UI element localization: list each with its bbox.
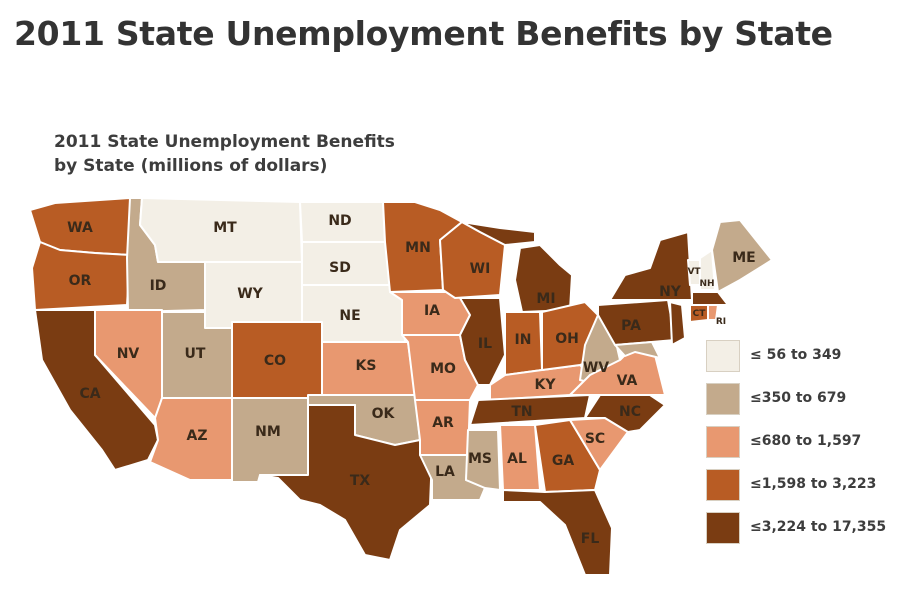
state-ma[interactable] <box>691 291 729 306</box>
label-ky: KY <box>535 377 557 393</box>
label-al: AL <box>507 451 527 467</box>
label-wa: WA <box>67 220 93 236</box>
label-ct: CT <box>693 309 707 319</box>
legend-swatch <box>706 426 740 458</box>
state-va[interactable] <box>569 344 666 396</box>
label-va: VA <box>617 373 638 389</box>
label-mn: MN <box>405 240 431 256</box>
label-me: ME <box>732 250 756 266</box>
legend-label: ≤680 to 1,597 <box>750 433 862 449</box>
label-wy: WY <box>237 286 263 302</box>
label-il: IL <box>478 336 492 352</box>
label-nd: ND <box>328 213 351 229</box>
label-tx: TX <box>350 473 371 489</box>
label-ca: CA <box>79 386 100 402</box>
label-vt: VT <box>687 267 701 277</box>
label-in: IN <box>515 332 532 348</box>
label-pa: PA <box>621 318 641 334</box>
state-md[interactable] <box>614 341 661 359</box>
page-title: 2011 State Unemployment Benefits by Stat… <box>14 14 833 53</box>
label-ia: IA <box>424 303 440 319</box>
state-ri[interactable] <box>707 304 719 321</box>
map-title-line-1: 2011 State Unemployment Benefits <box>54 132 395 152</box>
state-nh[interactable] <box>699 249 716 291</box>
label-nc: NC <box>619 404 641 420</box>
label-co: CO <box>264 353 286 369</box>
label-la: LA <box>435 464 455 480</box>
label-id: ID <box>150 278 167 294</box>
legend-swatch <box>706 469 740 501</box>
label-or: OR <box>69 273 92 289</box>
label-nm: NM <box>255 424 281 440</box>
legend-swatch <box>706 512 740 544</box>
label-ga: GA <box>552 453 574 469</box>
state-al[interactable] <box>499 424 541 491</box>
legend-label: ≤ 56 to 349 <box>750 347 842 363</box>
label-sc: SC <box>585 431 605 447</box>
label-mo: MO <box>430 361 456 377</box>
state-nm[interactable] <box>231 397 309 483</box>
label-ms: MS <box>468 451 492 467</box>
label-nh: NH <box>699 279 714 289</box>
legend-label: ≤1,598 to 3,223 <box>750 476 877 492</box>
state-fl[interactable] <box>502 489 613 576</box>
legend-label: ≤350 to 679 <box>750 390 847 406</box>
map-title-line-2: by State (millions of dollars) <box>54 156 328 176</box>
label-az: AZ <box>187 428 208 444</box>
state-ny[interactable] <box>609 231 693 301</box>
label-sd: SD <box>329 260 351 276</box>
legend-label: ≤3,224 to 17,355 <box>750 519 887 535</box>
state-il[interactable] <box>459 297 506 386</box>
label-oh: OH <box>555 331 579 347</box>
label-wv: WV <box>583 360 609 376</box>
label-ok: OK <box>372 406 396 422</box>
state-nj[interactable] <box>669 301 686 346</box>
state-ms[interactable] <box>465 429 501 491</box>
label-ks: KS <box>356 358 377 374</box>
label-ar: AR <box>432 415 454 431</box>
map-title: 2011 State Unemployment Benefits by Stat… <box>54 130 395 178</box>
state-tx[interactable] <box>259 404 433 561</box>
state-mi[interactable] <box>514 244 573 313</box>
label-fl: FL <box>581 531 600 547</box>
legend-swatch <box>706 383 740 415</box>
label-ri: RI <box>716 317 726 327</box>
label-ut: UT <box>185 346 206 362</box>
label-tn: TN <box>511 404 532 420</box>
label-mi: MI <box>536 291 555 307</box>
label-mt: MT <box>213 220 237 236</box>
label-ne: NE <box>339 308 360 324</box>
state-mi-upper[interactable] <box>461 221 536 246</box>
state-ga[interactable] <box>534 419 601 493</box>
label-wi: WI <box>470 261 491 277</box>
label-nv: NV <box>117 346 140 362</box>
label-ny: NY <box>659 284 682 300</box>
legend-swatch <box>706 340 740 372</box>
